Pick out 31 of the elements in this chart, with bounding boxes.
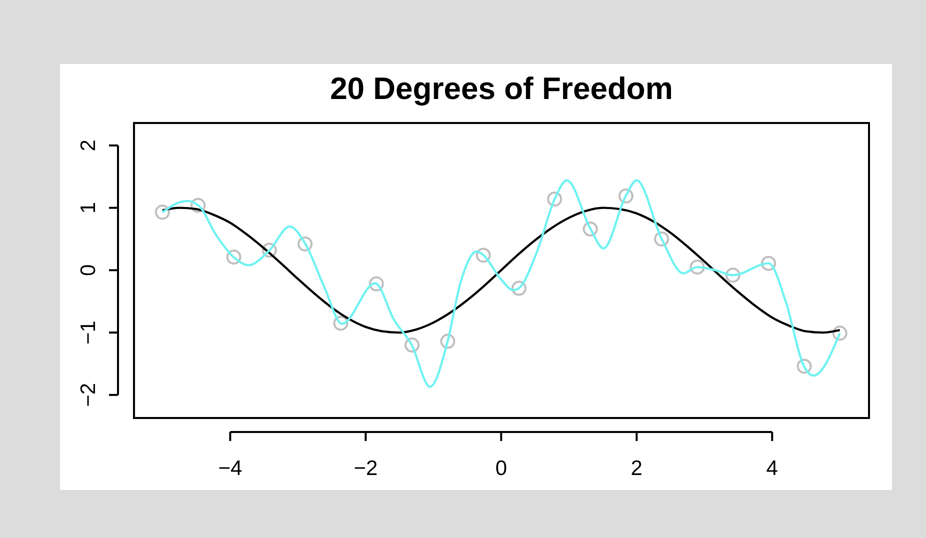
point [298,236,313,252]
point [547,192,562,207]
point [761,256,776,271]
point [796,358,812,374]
y-tick-label: 2 [77,140,100,152]
point [832,326,848,341]
x-tick-label: 0 [495,457,508,480]
point [511,280,526,296]
y-tick-label: −1 [77,320,100,345]
point [654,232,670,247]
point [154,204,170,220]
point [582,222,598,237]
chart-title: 20 Degrees of Freedom [330,71,673,106]
point [226,250,242,265]
point [476,248,491,263]
y-tick-label: −2 [77,382,100,407]
point [368,276,384,292]
point [404,338,420,353]
point [262,242,277,258]
point [690,260,705,275]
point [440,334,456,349]
x-tick-label: 4 [766,457,778,480]
x-tick-label: 2 [630,457,642,480]
point [190,198,206,213]
x-tick-label: −2 [354,457,378,480]
point [725,268,740,283]
y-tick-label: 1 [77,202,100,214]
point [333,316,348,331]
y-tick-label: 0 [77,264,100,276]
x-tick-label: −4 [218,457,242,480]
point [618,188,634,204]
